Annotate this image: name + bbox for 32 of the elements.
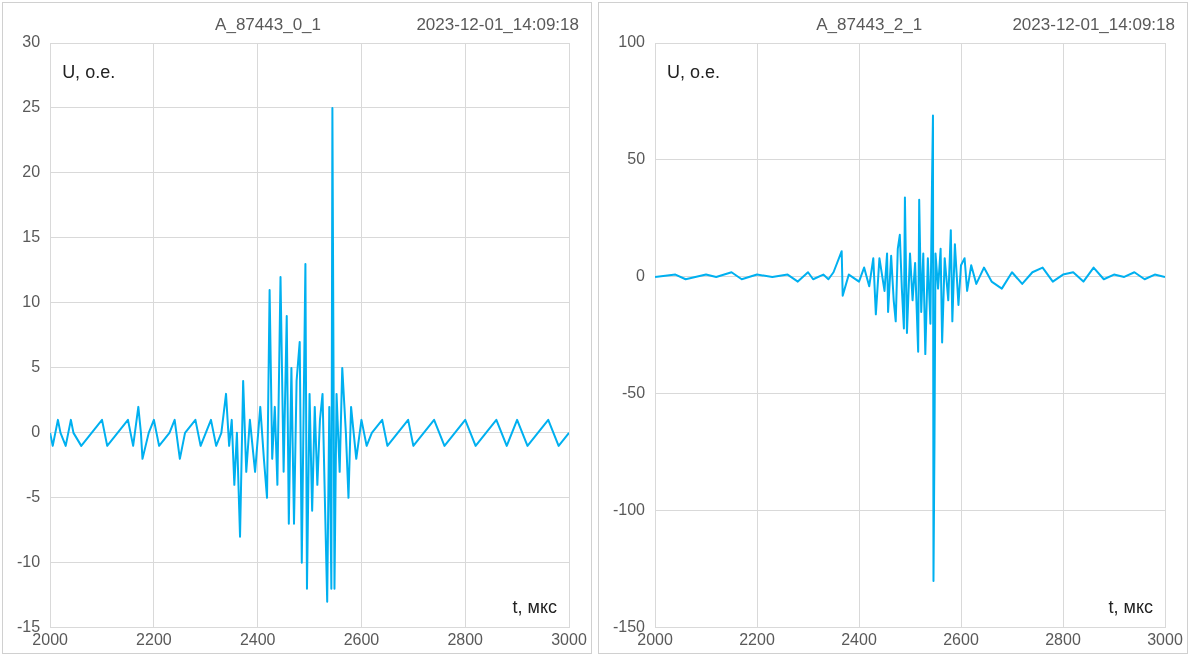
y-tick-label: -50 [621,384,646,402]
y-tick-label: -5 [25,488,41,506]
chart-subtitle: 2023-12-01_14:09:18 [416,14,579,34]
y-tick-label: 20 [22,163,41,181]
chart-title: A_87443_0_1 [215,14,321,34]
x-axis-title: t, мкс [512,596,557,617]
x-tick-label: 2400 [841,630,877,648]
x-tick-label: 3000 [1147,630,1183,648]
x-axis-title: t, мкс [1108,596,1153,617]
y-tick-label: 0 [31,423,41,441]
y-tick-label: 50 [627,150,646,168]
x-tick-label: 2600 [343,630,380,648]
x-tick-label: 2200 [136,630,172,648]
y-axis-title: U, о.е. [667,61,721,82]
y-tick-label: 30 [22,33,41,51]
y-tick-label: -100 [612,501,646,519]
x-tick-label: 3000 [551,630,587,648]
y-tick-label: 25 [22,98,41,116]
x-tick-label: 2800 [447,630,484,648]
y-tick-label: -10 [17,553,41,571]
y-tick-label: 15 [22,228,41,246]
x-tick-label: 2400 [239,630,276,648]
x-tick-label: 2800 [1045,630,1081,648]
y-tick-label: 100 [618,33,646,51]
y-tick-label: 10 [22,293,41,311]
y-tick-label: 0 [636,267,646,285]
y-axis-title: U, о.е. [62,61,116,82]
y-tick-label: 5 [31,358,41,376]
chart-title: A_87443_2_1 [816,14,923,34]
chart-subtitle: 2023-12-01_14:09:18 [1012,14,1175,34]
x-tick-label: 2200 [739,630,775,648]
x-tick-label: 2600 [943,630,979,648]
